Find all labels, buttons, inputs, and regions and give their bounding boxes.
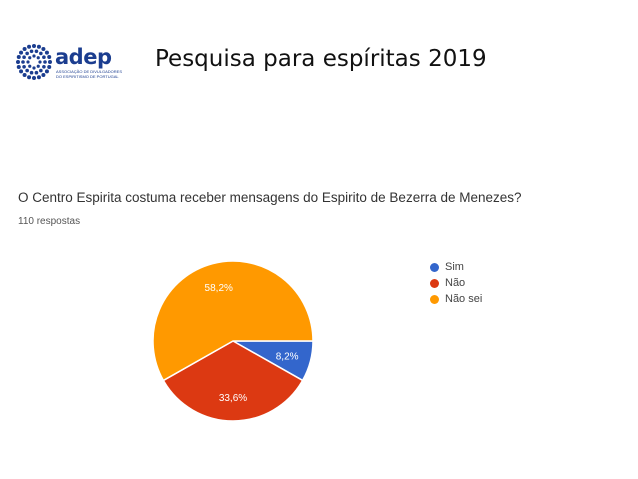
logo-dot: [27, 44, 32, 49]
legend-label: Não sei: [445, 293, 483, 305]
legend-item: Não sei: [430, 291, 482, 307]
logo-dot: [32, 54, 36, 58]
logo-dot: [41, 47, 46, 52]
logo-dot: [21, 60, 25, 64]
logo-dot: [47, 55, 52, 60]
logo-dot: [28, 56, 32, 60]
logo-dot: [47, 64, 52, 69]
chart-legend: Sim Não Não sei: [430, 259, 482, 307]
logo-dot: [25, 68, 29, 73]
logo-dot: [16, 64, 21, 69]
logo-dot: [26, 60, 30, 64]
logo-dot: [34, 70, 39, 75]
legend-swatch: [430, 278, 439, 288]
logo-dot: [27, 75, 32, 80]
logo-dot: [34, 49, 39, 54]
logo-dot: [32, 76, 36, 80]
logo-dot: [44, 69, 49, 74]
logo-dot: [22, 47, 27, 52]
pie-slice-n-o-sei: [152, 260, 314, 382]
logo-dot: [29, 70, 34, 75]
pie-data-label: 8,2%: [276, 351, 299, 362]
pie-data-label: 58,2%: [205, 283, 233, 294]
legend-label: Sim: [445, 261, 464, 273]
logo-dot: [43, 60, 47, 64]
legend-item: Sim: [430, 259, 482, 275]
legend-label: Não: [445, 277, 466, 289]
logo-dots-icon: [16, 44, 52, 80]
logo-dot: [42, 55, 46, 60]
logo-subtitle: ASSOCIAÇÃO DE DIVULGADORES DO ESPIRITISM…: [56, 69, 123, 79]
logo-dot: [16, 55, 21, 60]
logo-dot: [28, 64, 32, 68]
logo-dot: [36, 56, 40, 60]
logo-dot: [25, 51, 29, 56]
logo-dot: [42, 64, 46, 69]
logo-dot: [22, 72, 27, 77]
pie-data-label: 33,6%: [219, 393, 247, 404]
logo-dot: [22, 55, 26, 60]
logo-dot: [29, 49, 34, 54]
logo-dot: [36, 75, 41, 80]
logo-dot: [36, 44, 41, 49]
legend-swatch: [430, 262, 439, 272]
slide-title: Pesquisa para espíritas 2019: [155, 46, 487, 72]
logo-dot: [41, 72, 46, 77]
logo-dot: [19, 50, 24, 55]
adep-logo: adep ASSOCIAÇÃO DE DIVULGADORES DO ESPIR…: [14, 40, 124, 84]
logo-dot: [39, 68, 43, 73]
logo-dot: [48, 60, 52, 64]
logo-dot: [19, 69, 24, 74]
logo-dot: [38, 60, 42, 64]
legend-item: Não: [430, 275, 482, 291]
logo-name: adep: [55, 45, 112, 69]
logo-dot: [32, 66, 36, 70]
logo-dot: [36, 64, 40, 68]
legend-swatch: [430, 294, 439, 304]
logo-dot: [39, 51, 43, 56]
response-count: 110 respostas: [18, 216, 81, 227]
logo-dot: [32, 44, 36, 48]
survey-question: O Centro Espirita costuma receber mensag…: [18, 190, 522, 205]
logo-dot: [44, 50, 49, 55]
logo-dot: [16, 60, 20, 64]
logo-dot: [22, 64, 26, 69]
